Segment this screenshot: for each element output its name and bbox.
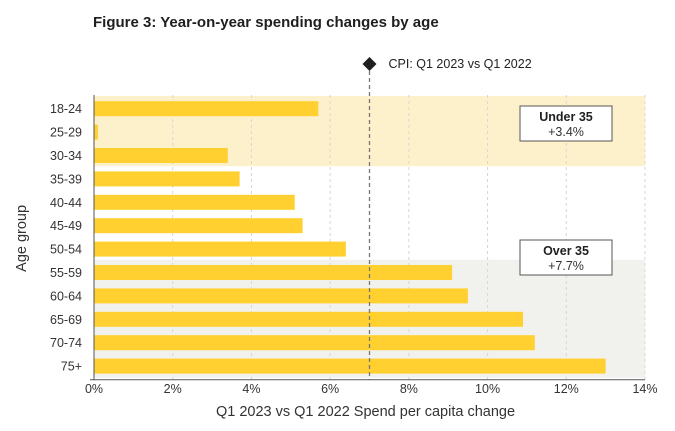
- bar-40-44: [94, 194, 295, 210]
- x-tick-label: 0%: [85, 382, 103, 396]
- band-labels: Under 35+3.4% Over 35+7.7%: [519, 105, 613, 276]
- x-tick-label: 14%: [632, 382, 657, 396]
- y-tick-label: 55-59: [50, 266, 82, 280]
- x-tick-label: 10%: [475, 382, 500, 396]
- x-tick-label: 12%: [554, 382, 579, 396]
- chart-title: Figure 3: Year-on-year spending changes …: [93, 14, 439, 31]
- y-tick-label: 40-44: [50, 196, 82, 210]
- x-tick-label: 6%: [321, 382, 339, 396]
- y-tick-label: 50-54: [50, 243, 82, 257]
- y-tick-label: 25-29: [50, 126, 82, 140]
- x-tick-label: 4%: [242, 382, 260, 396]
- bar-45-49: [94, 218, 303, 234]
- y-tick-label: 60-64: [50, 289, 82, 303]
- band-label-frame: [519, 105, 613, 142]
- axes: 0% 2% 4% 6% 8% 10% 12% 14% 18-24 25-29 30-34 35-39 4…: [14, 95, 658, 420]
- y-tick-label: 18-24: [50, 102, 82, 116]
- bar-25-29: [94, 124, 98, 140]
- band-label-title: Over 35: [543, 244, 589, 258]
- y-tick-label: 70-74: [50, 336, 82, 350]
- bar-18-24: [94, 101, 319, 117]
- bar-55-59: [94, 265, 453, 280]
- bar-60-64: [94, 288, 468, 304]
- bar-70-74: [94, 335, 535, 351]
- band-label-value: +7.7%: [548, 259, 584, 273]
- bar-75+: [94, 358, 606, 374]
- y-tick-label: 45-49: [50, 219, 82, 233]
- bars-layer: [94, 101, 606, 374]
- y-tick-label: 65-69: [50, 313, 82, 327]
- bar-50-54: [94, 241, 346, 257]
- band-label-box-over-35: Over 35+7.7%: [519, 239, 613, 276]
- cpi-reference: CPI: Q1 2023 vs Q1 2022: [362, 57, 532, 380]
- x-tick-label: 2%: [164, 382, 182, 396]
- band-label-frame: [519, 239, 613, 276]
- y-axis-title: Age group: [14, 205, 30, 272]
- x-axis-title: Q1 2023 vs Q1 2022 Spend per capita chan…: [216, 404, 515, 420]
- y-tick-label: 35-39: [50, 172, 82, 186]
- diamond-icon: [362, 57, 377, 71]
- band-label-title: Under 35: [539, 110, 593, 124]
- bar-65-69: [94, 311, 523, 327]
- x-tick-label: 8%: [400, 382, 418, 396]
- cpi-label: CPI: Q1 2023 vs Q1 2022: [389, 57, 532, 71]
- y-tick-label: 30-34: [50, 149, 82, 163]
- bar-35-39: [94, 171, 240, 187]
- band-label-value: +3.4%: [548, 125, 584, 139]
- band-label-box-under-35: Under 35+3.4%: [519, 105, 613, 142]
- bar-30-34: [94, 148, 228, 163]
- y-tick-label: 75+: [61, 360, 82, 374]
